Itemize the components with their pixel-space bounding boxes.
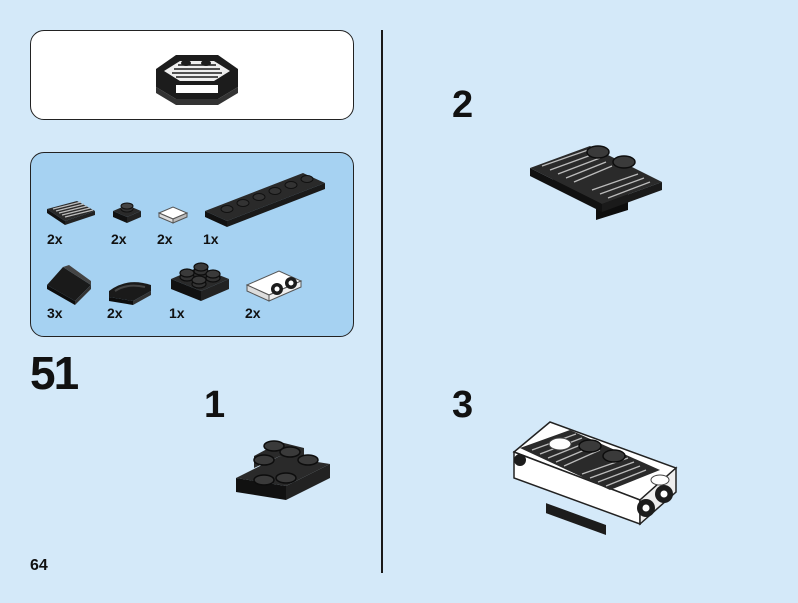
- sub-step-label: 3: [452, 384, 474, 426]
- finished-submodel-icon: [156, 55, 238, 105]
- plate-2x2-black-icon: [171, 262, 229, 301]
- parts-list-box: 2x 2x 2x 1x 3x: [30, 152, 354, 337]
- sub-step-3-assembly-icon: [512, 421, 678, 535]
- sub-step-label: 1: [204, 384, 226, 426]
- part-qty: 2x: [111, 231, 127, 247]
- part-qty: 2x: [245, 305, 261, 321]
- sub-step-2-assembly-icon: [530, 145, 662, 220]
- plate-1x1-black-icon: [113, 202, 141, 223]
- part-qty: 2x: [47, 231, 63, 247]
- part-qty: 1x: [169, 305, 185, 321]
- grille-tile-icon: [47, 201, 95, 225]
- part-qty: 2x: [107, 305, 123, 321]
- tile-1x1-white-icon: [157, 206, 189, 224]
- sub-step-label: 2: [452, 84, 474, 126]
- submodel-preview-box: [30, 30, 354, 120]
- part-qty: 2x: [157, 231, 173, 247]
- step-number: 51: [30, 347, 79, 399]
- plate-1x6-black-icon: [205, 173, 325, 227]
- part-qty: 3x: [47, 305, 63, 321]
- part-qty: 1x: [203, 231, 219, 247]
- sub-step-1-assembly-icon: [236, 440, 330, 500]
- bracket-studs-white-icon: [245, 270, 303, 302]
- slope-black-icon: [47, 265, 91, 305]
- column-divider: [381, 30, 383, 573]
- page-number: 64: [30, 557, 48, 574]
- curved-slope-black-icon: [109, 282, 151, 305]
